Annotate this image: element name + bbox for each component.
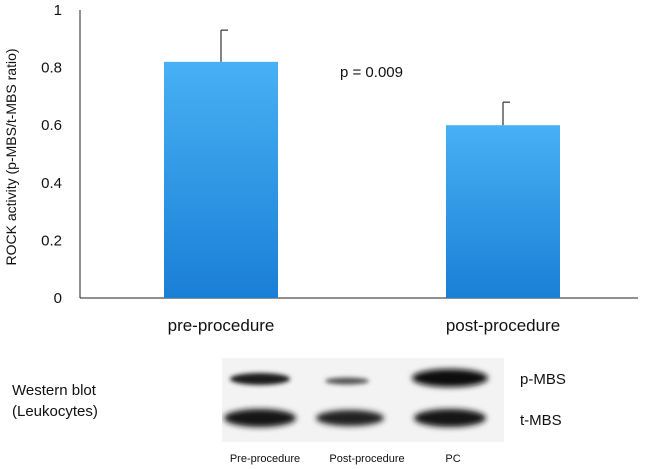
p-value-annotation: p = 0.009: [340, 64, 403, 81]
y-tick-label: 1: [54, 2, 62, 19]
pmbs-band-pc: [412, 369, 488, 387]
y-tick-label: 0.4: [41, 175, 62, 192]
lane-label-pc: PC: [445, 453, 461, 465]
y-axis-label: ROCK activity (p-MBS/t-MBS ratio): [3, 48, 19, 265]
bar-pre-procedure: [164, 61, 278, 299]
tmbs-band-pre: [224, 409, 296, 427]
western-blot-title: Western blot (Leukocytes): [12, 380, 98, 422]
western-blot-title-line2: (Leukocytes): [12, 403, 98, 420]
bar-chart: ROCK activity (p-MBS/t-MBS ratio) 0 0.2 0.…: [3, 2, 638, 335]
western-blot-title-line1: Western blot: [12, 382, 96, 399]
band-label-tmbs: t-MBS: [520, 412, 562, 429]
tmbs-band-pc: [414, 409, 486, 427]
x-tick-label-post-procedure: post-procedure: [446, 316, 560, 335]
pmbs-band-pre: [230, 373, 290, 385]
y-tick-label: 0.6: [41, 117, 62, 134]
lane-label-pre: Pre-procedure: [229, 453, 301, 465]
tmbs-band-post: [316, 410, 384, 426]
pmbs-band-post: [325, 377, 369, 385]
western-blot-image: [222, 358, 504, 442]
band-label-pmbs: p-MBS: [520, 371, 566, 388]
x-tick-label-pre-procedure: pre-procedure: [168, 316, 275, 335]
lane-label-post: Post-procedure: [329, 453, 405, 465]
y-tick-label: 0: [54, 290, 62, 307]
bar-post-procedure: [446, 125, 560, 298]
y-tick-label: 0.8: [41, 60, 62, 77]
y-tick-label: 0.2: [41, 232, 62, 249]
